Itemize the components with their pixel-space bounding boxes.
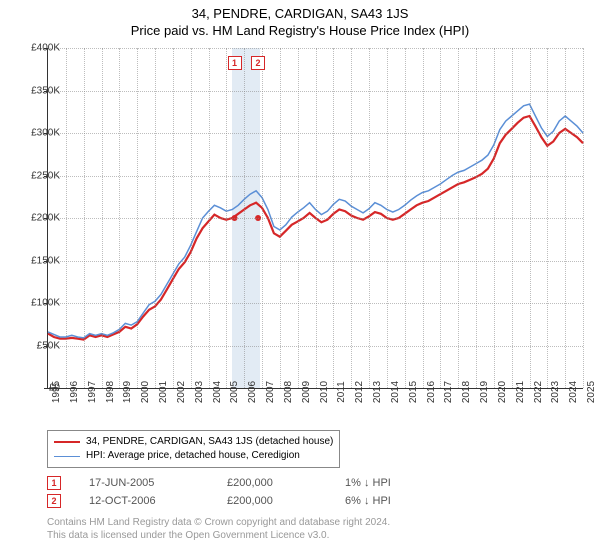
sale-price: £200,000 [227,477,317,489]
xtick-label: 2005 [229,381,240,403]
ytick-label: £300K [16,128,60,139]
legend-row: 34, PENDRE, CARDIGAN, SA43 1JS (detached… [54,435,333,449]
xtick-label: 1996 [69,381,80,403]
xtick-label: 2022 [533,381,544,403]
xtick-label: 2006 [247,381,258,403]
gridline-v [155,48,156,388]
gridline-v [494,48,495,388]
footnote-line2: This data is licensed under the Open Gov… [47,529,582,542]
gridline-v [351,48,352,388]
xtick-label: 1998 [105,381,116,403]
legend-swatch [54,441,80,443]
xtick-label: 2004 [212,381,223,403]
title-subtitle: Price paid vs. HM Land Registry's House … [0,23,600,38]
legend-area: 34, PENDRE, CARDIGAN, SA43 1JS (detached… [47,430,582,542]
xtick-label: 2001 [158,381,169,403]
legend-row: HPI: Average price, detached house, Cere… [54,449,333,463]
xtick-label: 2007 [265,381,276,403]
gridline-v [458,48,459,388]
gridline-v [333,48,334,388]
sale-diff: 1% ↓ HPI [345,477,455,489]
legend-label: 34, PENDRE, CARDIGAN, SA43 1JS (detached… [86,435,333,449]
xtick-label: 2010 [319,381,330,403]
sale-number-box: 1 [47,476,61,490]
sale-row: 2 12-OCT-2006 £200,000 6% ↓ HPI [47,494,582,508]
ytick-label: £250K [16,170,60,181]
ytick-label: £150K [16,255,60,266]
xtick-label: 2014 [390,381,401,403]
gridline-v [565,48,566,388]
title-block: 34, PENDRE, CARDIGAN, SA43 1JS Price pai… [0,0,600,38]
gridline-v [102,48,103,388]
gridline-v [173,48,174,388]
chart-container: 34, PENDRE, CARDIGAN, SA43 1JS Price pai… [0,0,600,560]
xtick-label: 2009 [301,381,312,403]
gridline-v [262,48,263,388]
gridline-v [191,48,192,388]
gridline-v [405,48,406,388]
xtick-label: 2012 [354,381,365,403]
sale-number-box: 2 [47,494,61,508]
legend-box: 34, PENDRE, CARDIGAN, SA43 1JS (detached… [47,430,340,468]
xtick-label: 2024 [568,381,579,403]
ytick-label: £200K [16,213,60,224]
xtick-label: 2003 [194,381,205,403]
gridline-v [423,48,424,388]
footnote: Contains HM Land Registry data © Crown c… [47,516,582,542]
xtick-label: 1999 [122,381,133,403]
xtick-label: 2017 [443,381,454,403]
xtick-label: 2008 [283,381,294,403]
gridline-v [280,48,281,388]
gridline-v [440,48,441,388]
ytick-label: £350K [16,85,60,96]
xtick-label: 2021 [515,381,526,403]
xtick-label: 2011 [336,381,347,403]
xtick-label: 2015 [408,381,419,403]
xtick-label: 2019 [479,381,490,403]
gridline-v [316,48,317,388]
gridline-v [226,48,227,388]
xtick-label: 2000 [140,381,151,403]
legend-swatch [54,456,80,457]
gridline-v [298,48,299,388]
xtick-label: 2016 [426,381,437,403]
ytick-label: £400K [16,43,60,54]
ytick-label: £100K [16,298,60,309]
xtick-label: 2020 [497,381,508,403]
xtick-label: 2002 [176,381,187,403]
gridline-v [369,48,370,388]
sale-row: 1 17-JUN-2005 £200,000 1% ↓ HPI [47,476,582,490]
sale-date: 12-OCT-2006 [89,495,199,507]
gridline-v [137,48,138,388]
plot-area: 12 [47,48,583,389]
gridline-v [530,48,531,388]
sale-date: 17-JUN-2005 [89,477,199,489]
xtick-label: 2025 [586,381,597,403]
sale-diff: 6% ↓ HPI [345,495,455,507]
title-address: 34, PENDRE, CARDIGAN, SA43 1JS [0,6,600,21]
sale-price: £200,000 [227,495,317,507]
gridline-v [84,48,85,388]
xtick-label: 2018 [461,381,472,403]
gridline-v [583,48,584,388]
gridline-v [209,48,210,388]
gridline-v [476,48,477,388]
gridline-v [547,48,548,388]
xtick-label: 1995 [51,381,62,403]
xtick-label: 1997 [87,381,98,403]
xtick-label: 2013 [372,381,383,403]
ytick-label: £50K [16,340,60,351]
sale-marker-box: 1 [228,56,242,70]
sale-marker-box: 2 [251,56,265,70]
sales-rows: 1 17-JUN-2005 £200,000 1% ↓ HPI 2 12-OCT-2006… [47,476,582,508]
gridline-v [66,48,67,388]
gridline-v [244,48,245,388]
xtick-label: 2023 [550,381,561,403]
gridline-v [119,48,120,388]
footnote-line1: Contains HM Land Registry data © Crown c… [47,516,582,529]
gridline-v [512,48,513,388]
gridline-v [387,48,388,388]
legend-label: HPI: Average price, detached house, Cere… [86,449,300,463]
